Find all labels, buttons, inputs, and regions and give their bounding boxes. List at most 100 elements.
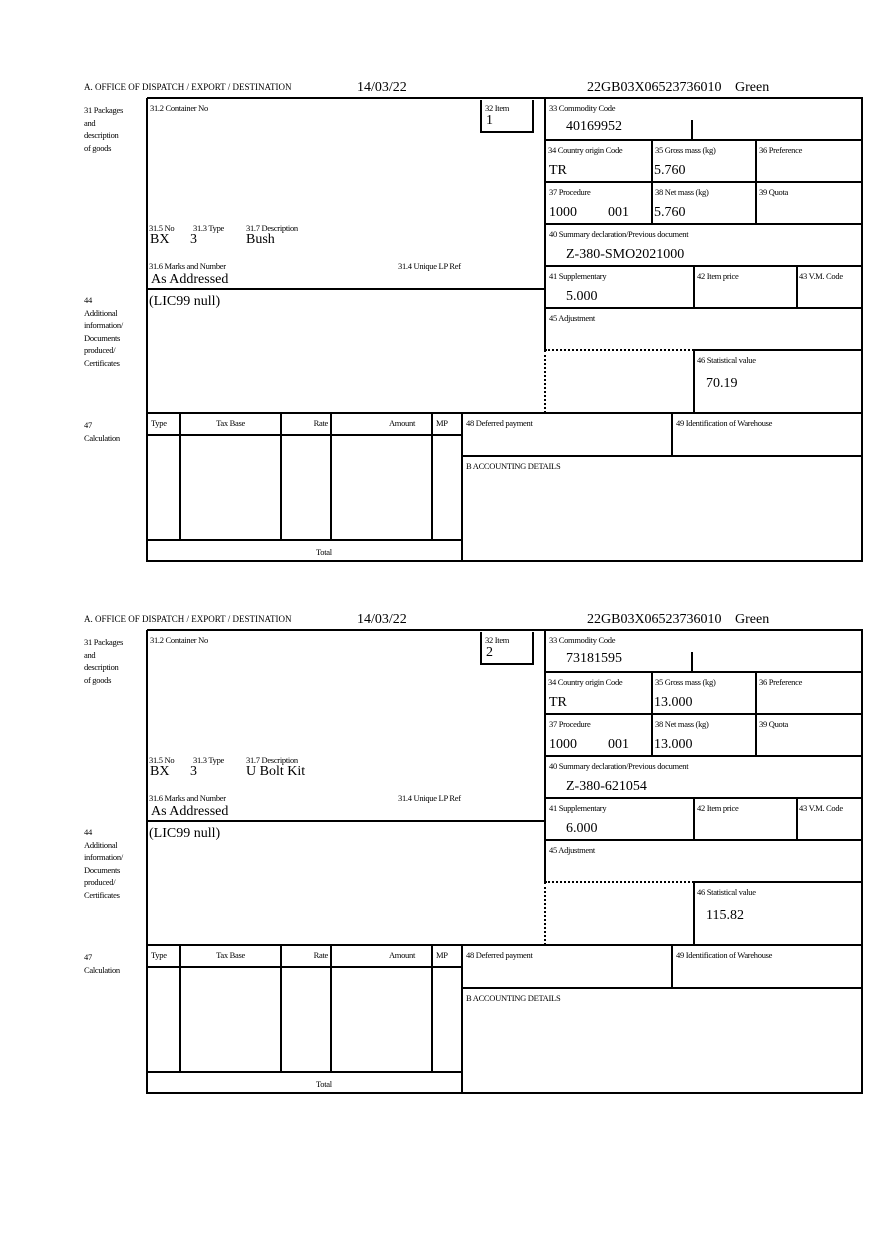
gross-mass-label: 35 Gross mass (kg) — [655, 145, 716, 155]
unique-lp-ref-label: 31.4 Unique LP Ref — [398, 793, 461, 803]
rule-line — [179, 945, 181, 1073]
calc-total-label: Total — [316, 1079, 332, 1089]
calc-tax-base-header: Tax Base — [216, 418, 245, 428]
country-origin-value: TR — [549, 695, 567, 710]
net-mass-label: 38 Net mass (kg) — [655, 187, 709, 197]
rule-line — [694, 881, 863, 883]
procedure-code: 1000 — [549, 205, 577, 220]
commodity-code-label: 33 Commodity Code — [549, 103, 616, 113]
summary-declaration-label: 40 Summary declaration/Previous document — [549, 229, 689, 239]
adjustment-label: 45 Adjustment — [549, 313, 595, 323]
warehouse-label: 49 Identification of Warehouse — [676, 950, 773, 960]
rule-line — [861, 98, 863, 562]
office-header-label: A. OFFICE OF DISPATCH / EXPORT / DESTINA… — [84, 614, 292, 624]
summary-declaration-label: 40 Summary declaration/Previous document — [549, 761, 689, 771]
rule-line — [545, 223, 863, 225]
rule-line — [330, 413, 332, 541]
rule-line — [280, 945, 282, 1073]
deferred-payment-label: 48 Deferred payment — [466, 950, 533, 960]
rule-line — [545, 139, 863, 141]
rule-line — [671, 945, 673, 989]
box44-label: 44 Additional information/ Documents pro… — [84, 827, 123, 900]
rule-line — [147, 629, 863, 631]
item-number: 1 — [486, 113, 493, 128]
rule-line — [691, 120, 693, 141]
calc-mp-header: MP — [436, 950, 448, 960]
accounting-details-label: B ACCOUNTING DETAILS — [466, 461, 561, 471]
package-type-label: 31.3 Type — [193, 755, 225, 765]
calc-amount-header: Amount — [388, 950, 415, 960]
country-origin-value: TR — [549, 163, 567, 178]
rule-line — [693, 882, 695, 946]
accounting-details-label: B ACCOUNTING DETAILS — [466, 993, 561, 1003]
rule-line — [461, 945, 463, 1094]
rule-line — [861, 630, 863, 1094]
dotted-line — [544, 882, 546, 945]
package-kind: BX — [150, 764, 170, 779]
item-price-label: 42 Item price — [697, 271, 739, 281]
procedure-label: 37 Procedure — [549, 719, 591, 729]
rule-line — [147, 434, 463, 436]
dotted-line — [545, 881, 694, 883]
rule-line — [545, 713, 863, 715]
rule-line — [431, 945, 433, 1073]
unique-lp-ref-label: 31.4 Unique LP Ref — [398, 261, 461, 271]
vm-code-label: 43 V.M. Code — [799, 271, 843, 281]
procedure-code: 1000 — [549, 737, 577, 752]
package-count: 3 — [190, 232, 197, 247]
rule-line — [147, 539, 463, 541]
package-no-label: 31.5 No — [149, 223, 175, 233]
declaration-date: 14/03/22 — [357, 80, 407, 95]
box47-label: 47 Calculation — [84, 952, 120, 975]
gross-mass-value: 5.760 — [654, 163, 686, 178]
calc-tax-base-header: Tax Base — [216, 950, 245, 960]
rule-line — [147, 1071, 463, 1073]
commodity-code-label: 33 Commodity Code — [549, 635, 616, 645]
item-label: 32 Item — [485, 103, 510, 113]
item-price-label: 42 Item price — [697, 803, 739, 813]
summary-declaration-value: Z-380-621054 — [566, 779, 647, 794]
calc-mp-header: MP — [436, 418, 448, 428]
rule-line — [532, 100, 534, 133]
rule-line — [545, 755, 863, 757]
marks-label: 31.6 Marks and Number — [149, 793, 226, 803]
rule-line — [545, 797, 863, 799]
supplementary-label: 41 Supplementary — [549, 803, 607, 813]
calc-rate-header: Rate — [313, 950, 329, 960]
rule-line — [147, 944, 863, 946]
declaration-reference: 22GB03X06523736010 — [587, 612, 722, 627]
package-no-label: 31.5 No — [149, 755, 175, 765]
rule-line — [147, 412, 863, 414]
rule-line — [545, 265, 863, 267]
rule-line — [147, 1092, 863, 1094]
calc-type-header: Type — [151, 950, 167, 960]
net-mass-value: 13.000 — [654, 737, 693, 752]
goods-description: Bush — [246, 232, 275, 247]
rule-line — [147, 966, 463, 968]
rule-line — [532, 632, 534, 665]
description-label: 31.7 Description — [246, 223, 298, 233]
country-origin-label: 34 Country origin Code — [548, 677, 623, 687]
package-type-label: 31.3 Type — [193, 223, 225, 233]
commodity-code-value: 40169952 — [566, 119, 622, 134]
rule-line — [693, 798, 695, 841]
rule-line — [147, 288, 546, 290]
route-status: Green — [735, 612, 770, 627]
supplementary-value: 6.000 — [566, 821, 598, 836]
package-kind: BX — [150, 232, 170, 247]
rule-line — [694, 349, 863, 351]
rule-line — [431, 413, 433, 541]
net-mass-value: 5.760 — [654, 205, 686, 220]
route-status: Green — [735, 80, 770, 95]
quota-label: 39 Quota — [759, 187, 788, 197]
rule-line — [147, 97, 863, 99]
vm-code-label: 43 V.M. Code — [799, 803, 843, 813]
procedure-additional-code: 001 — [608, 737, 629, 752]
country-origin-label: 34 Country origin Code — [548, 145, 623, 155]
additional-info-value: (LIC99 null) — [149, 826, 221, 841]
statistical-value-label: 46 Statistical value — [697, 887, 756, 897]
rule-line — [280, 413, 282, 541]
rule-line — [545, 671, 863, 673]
rule-line — [545, 181, 863, 183]
net-mass-label: 38 Net mass (kg) — [655, 719, 709, 729]
